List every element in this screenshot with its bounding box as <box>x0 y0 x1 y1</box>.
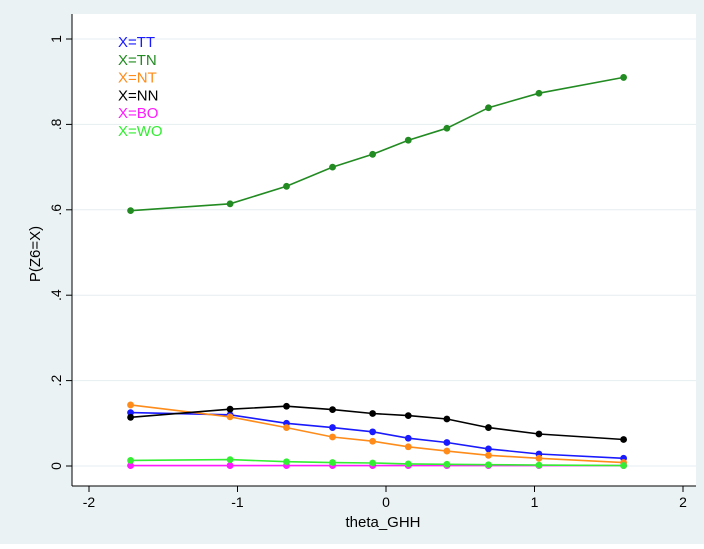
series-x-nn <box>127 402 627 443</box>
data-point <box>485 424 492 431</box>
data-point <box>127 457 134 464</box>
data-point <box>620 74 627 81</box>
data-point <box>443 460 451 468</box>
data-point <box>127 462 134 469</box>
data-point <box>226 456 234 463</box>
series-line <box>130 404 624 464</box>
data-point <box>404 443 412 451</box>
x-tick-label: 2 <box>679 494 687 510</box>
data-point <box>226 200 234 208</box>
data-point <box>485 104 492 112</box>
data-point <box>404 136 412 144</box>
data-point <box>369 459 377 467</box>
axes: 0 .2 .4 .6 .8 1 -2 -1 0 1 2 <box>48 35 687 510</box>
data-point <box>443 447 451 455</box>
legend-entry: X=TN <box>118 52 157 69</box>
legend: X=TTX=TNX=NTX=NNX=BOX=WO <box>118 34 163 140</box>
series-line <box>130 411 624 460</box>
data-point <box>443 124 451 132</box>
y-tick-label: .4 <box>48 289 64 301</box>
series <box>127 74 627 469</box>
y-tick-label: .6 <box>48 204 64 216</box>
x-tick-label: -1 <box>231 494 244 510</box>
legend-entry: X=BO <box>118 105 158 122</box>
data-point <box>329 433 336 441</box>
data-point <box>535 461 543 469</box>
x-tick-label: 1 <box>531 494 539 510</box>
series-line <box>130 458 624 467</box>
data-point <box>329 424 336 431</box>
data-point <box>369 437 377 445</box>
data-point <box>283 402 290 410</box>
data-point <box>329 406 336 414</box>
data-point <box>485 445 492 453</box>
data-point <box>485 451 492 459</box>
y-tick-label: 0 <box>48 462 64 470</box>
data-point <box>283 182 290 190</box>
y-tick-label: .8 <box>48 118 64 130</box>
plot-area <box>72 14 696 486</box>
x-axis-label: theta_GHH <box>345 514 420 531</box>
data-point <box>485 461 492 469</box>
data-point <box>226 405 234 413</box>
y-tick-label: .2 <box>48 375 64 387</box>
data-point <box>404 434 412 442</box>
data-point <box>329 163 336 171</box>
data-point <box>404 412 412 420</box>
data-point <box>226 413 234 421</box>
legend-entry: X=WO <box>118 123 163 140</box>
x-tick-label: -2 <box>83 494 96 510</box>
data-point <box>535 89 543 97</box>
series-line <box>130 76 624 212</box>
data-point <box>329 459 336 466</box>
y-tick-label: 1 <box>48 35 64 43</box>
data-point <box>369 150 377 158</box>
data-point <box>127 413 134 421</box>
data-point <box>443 415 451 423</box>
data-point <box>283 458 290 466</box>
legend-entry: X=NT <box>118 70 157 87</box>
legend-entry: X=NN <box>118 87 158 104</box>
data-point <box>127 409 134 417</box>
data-point <box>369 410 377 417</box>
data-point <box>535 430 543 438</box>
y-axis-label: P(Z6=X) <box>27 226 44 282</box>
data-point <box>620 462 627 469</box>
data-point <box>283 424 290 431</box>
data-point <box>443 439 451 446</box>
series-x-tn <box>127 74 627 215</box>
x-tick-label: 0 <box>382 494 390 510</box>
data-point <box>620 436 627 443</box>
data-point <box>535 454 543 462</box>
data-point <box>369 428 377 436</box>
data-point <box>404 460 412 468</box>
legend-entry: X=TT <box>118 34 155 51</box>
series-line <box>130 405 624 441</box>
data-point <box>127 401 134 409</box>
series-x-wo <box>127 456 627 469</box>
data-point <box>127 207 134 215</box>
data-point <box>226 462 234 469</box>
